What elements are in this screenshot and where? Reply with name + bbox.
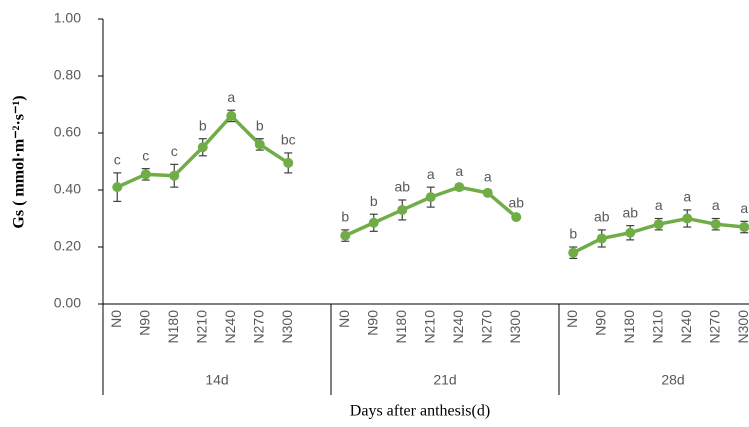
significance-letter: c [114, 152, 121, 168]
point [625, 227, 636, 238]
point [197, 142, 208, 153]
significance-letter: a [683, 189, 691, 205]
significance-letter: ab [508, 194, 524, 210]
x-tick-label: N90 [592, 310, 608, 336]
x-tick-label: N300 [507, 310, 523, 344]
significance-letter: bc [281, 132, 296, 148]
significance-letter: a [655, 197, 663, 213]
significance-letter: b [569, 226, 577, 242]
x-tick-label: N240 [678, 310, 694, 344]
point [226, 110, 237, 121]
significance-letter: a [427, 166, 435, 182]
significance-letter: b [199, 117, 207, 133]
point [169, 170, 180, 181]
point [596, 233, 607, 244]
point [511, 212, 522, 223]
x-tick-label: N180 [165, 310, 181, 344]
point [568, 247, 579, 258]
x-tick-label: N210 [649, 310, 665, 344]
point [653, 219, 664, 230]
significance-letter: c [171, 143, 178, 159]
significance-letter: ab [594, 209, 610, 225]
y-tick-label: 0.60 [54, 124, 81, 140]
y-axis-title: Gs ( mmol·m⁻²·s⁻¹) [11, 95, 28, 228]
point [682, 213, 693, 224]
point [739, 222, 749, 233]
point [340, 230, 351, 241]
significance-letter: b [370, 193, 378, 209]
significance-letter: a [455, 163, 463, 179]
significance-letter: a [484, 169, 492, 185]
point [254, 139, 265, 150]
x-tick-label: N270 [706, 310, 722, 344]
significance-letter: a [740, 200, 748, 216]
x-tick-label: N180 [621, 310, 637, 344]
x-tick-label: N90 [136, 310, 152, 336]
point [454, 182, 465, 193]
line [116, 113, 745, 255]
x-tick-label: N0 [564, 310, 580, 328]
x-tick-label: N240 [222, 310, 238, 344]
x-tick-label: N300 [279, 310, 295, 344]
x-tick-label: N270 [478, 310, 494, 344]
x-tick-label: N210 [421, 310, 437, 344]
significance-letter: b [256, 117, 264, 133]
point [397, 204, 408, 215]
significance-letter: a [712, 197, 720, 213]
point [482, 187, 493, 198]
y-tick-label: 0.00 [54, 295, 81, 311]
significance-letter: c [142, 147, 149, 163]
y-tick-label: 0.40 [54, 181, 81, 197]
point [112, 182, 123, 193]
significance-letter: ab [622, 204, 638, 220]
x-axis-title: Days after anthesis(d) [350, 403, 490, 420]
significance-letter: b [341, 209, 349, 225]
x-tick-label: N0 [108, 310, 124, 328]
x-tick-label: N180 [393, 310, 409, 344]
group-label: 28d [661, 372, 684, 388]
significance-letter: a [227, 89, 235, 105]
point [710, 219, 721, 230]
point [425, 192, 436, 203]
group-label: 14d [205, 372, 228, 388]
x-tick-label: N240 [450, 310, 466, 344]
y-tick-label: 0.20 [54, 238, 81, 254]
point [368, 217, 379, 228]
x-tick-label: N0 [336, 310, 352, 328]
y-tick-label: 0.80 [54, 67, 81, 83]
x-tick-label: N210 [193, 310, 209, 344]
x-tick-label: N90 [364, 310, 380, 336]
group-label: 21d [433, 372, 456, 388]
x-tick-label: N270 [250, 310, 266, 344]
significance-letter: ab [394, 179, 410, 195]
y-tick-label: 1.00 [54, 10, 81, 26]
x-tick-label: N300 [735, 310, 749, 344]
point [140, 169, 151, 180]
point [283, 157, 294, 168]
